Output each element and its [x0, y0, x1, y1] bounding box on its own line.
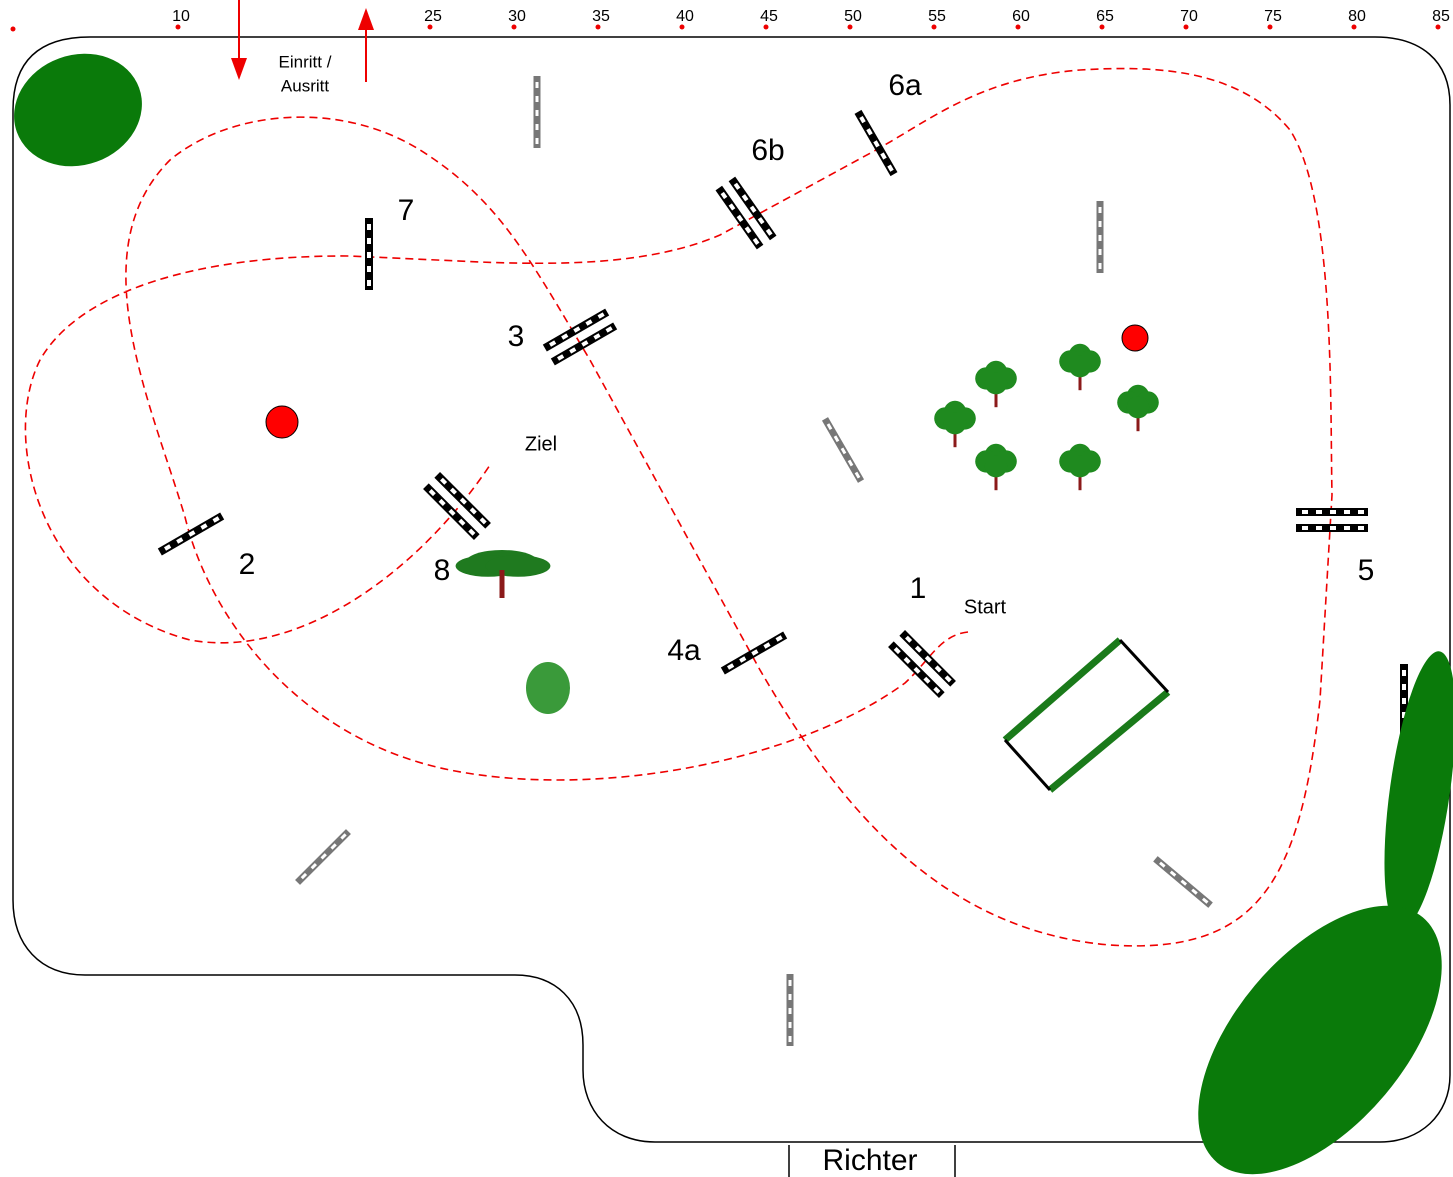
judge-label: Richter [822, 1144, 917, 1177]
entry-label: Einritt / [279, 52, 332, 71]
obstacle-number: 4a [667, 634, 701, 667]
leaf [1126, 396, 1150, 419]
judge-box [788, 1145, 956, 1177]
bush [1384, 651, 1453, 929]
bush [526, 662, 570, 714]
scale-dot [1351, 24, 1357, 30]
bush [14, 53, 142, 167]
jump [295, 829, 351, 885]
scale-label: 60 [1012, 8, 1030, 25]
pole-stripe [889, 642, 944, 697]
leaf [943, 412, 967, 435]
finish-label: Ziel [525, 433, 557, 455]
route [24, 67, 1333, 947]
leaf [1068, 355, 1092, 378]
start-label: Start [964, 596, 1007, 618]
marker [265, 405, 299, 439]
trees [14, 53, 1453, 1175]
obstacle-number: 6b [751, 134, 784, 167]
scale-dot [175, 24, 181, 30]
jump [821, 417, 865, 483]
pole-stripe [900, 631, 955, 686]
scale-dot [1183, 24, 1189, 30]
jumps [157, 76, 1408, 1046]
scale-dot [595, 24, 601, 30]
jump [888, 630, 956, 698]
obstacle-number: 3 [508, 320, 525, 353]
scale-label: 10 [172, 8, 190, 25]
obstacle-number: 5 [1358, 554, 1375, 587]
jump [1153, 856, 1213, 908]
leaf [984, 455, 1008, 478]
pole-stripe [424, 484, 479, 539]
bush [1198, 905, 1442, 1175]
scale-dot [1267, 24, 1273, 30]
scale-dot [1015, 24, 1021, 30]
pole-stripe [730, 177, 775, 240]
marker [1121, 324, 1149, 352]
jump [542, 308, 618, 366]
scale-label: 35 [592, 8, 610, 25]
water-ditch [1002, 637, 1171, 793]
obstacle-number: 7 [398, 194, 415, 227]
scale-dot [511, 24, 517, 30]
obstacle-number: 2 [239, 548, 256, 581]
scale-label: 65 [1096, 8, 1114, 25]
scale-label: 50 [844, 8, 862, 25]
scale-label: 30 [508, 8, 526, 25]
pole-stripe [543, 310, 609, 350]
obstacle-number: 6a [888, 69, 922, 102]
scale-label: 70 [1180, 8, 1198, 25]
jump [423, 472, 491, 540]
scale-dot [1435, 24, 1441, 30]
scale: 10 25 30 35 40 45 50 55 60 65 70 75 80 85 [172, 8, 1450, 30]
scale-dot [931, 24, 937, 30]
leaf [984, 372, 1008, 395]
scale-label: 55 [928, 8, 946, 25]
jump [715, 176, 777, 250]
jump [720, 631, 788, 675]
arena-outline [12, 36, 1451, 1143]
scale-label: 85 [1432, 8, 1450, 25]
entry-arrows [231, 0, 374, 82]
scale-dot [847, 24, 853, 30]
bush [485, 555, 551, 577]
scale-label: 25 [424, 8, 442, 25]
scale-dot [763, 24, 769, 30]
scale-dot [679, 24, 685, 30]
scale-dot [1099, 24, 1105, 30]
scale-label: 75 [1264, 8, 1282, 25]
scale-label: 40 [676, 8, 694, 25]
scale-label: 45 [760, 8, 778, 25]
entry-label: Ausritt [281, 76, 329, 95]
scale-dot [10, 26, 16, 32]
obstacle-number: 1 [910, 572, 927, 605]
jump [854, 109, 898, 177]
scale-dot [427, 24, 433, 30]
pole-stripe [435, 473, 490, 528]
jump [157, 512, 225, 556]
leaf [1068, 455, 1092, 478]
obstacle-number: 8 [434, 554, 451, 587]
scale-label: 80 [1348, 8, 1366, 25]
pole-stripe [296, 830, 350, 884]
jump [1296, 508, 1368, 532]
